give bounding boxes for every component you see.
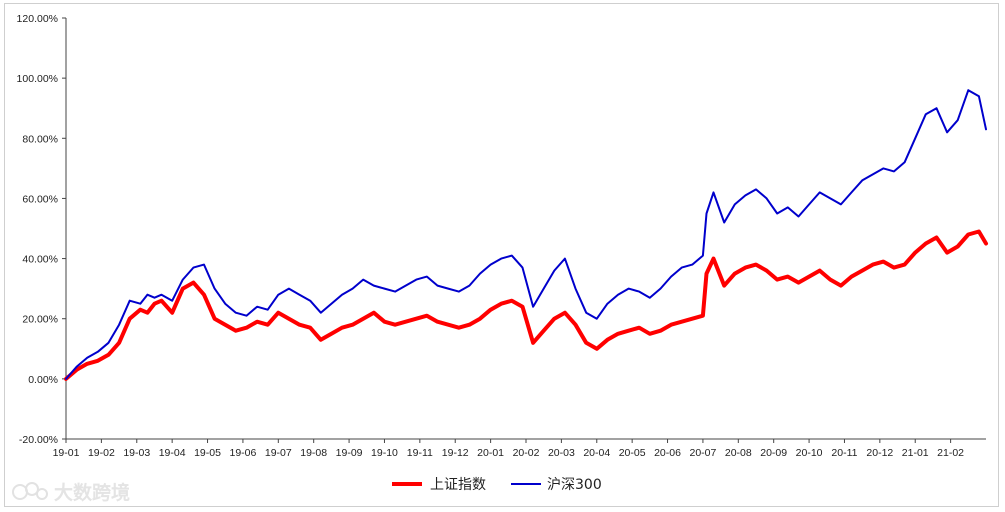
x-tick-label: 19-09 (336, 447, 363, 459)
x-tick-label: 21-01 (902, 447, 929, 459)
x-tick-label: 19-01 (53, 447, 80, 459)
x-tick-label: 19-08 (300, 447, 327, 459)
y-tick-label: 0.00% (28, 374, 58, 386)
x-tick-label: 19-10 (371, 447, 398, 459)
x-tick-label: 20-06 (654, 447, 681, 459)
x-tick-label: 20-01 (477, 447, 504, 459)
series-lines (64, 89, 988, 381)
x-tick-label: 21-02 (937, 447, 964, 459)
x-tick-label: 20-10 (796, 447, 823, 459)
x-tick-label: 20-02 (513, 447, 540, 459)
x-tick-label: 20-05 (619, 447, 646, 459)
y-tick-label: -20.00% (19, 434, 58, 446)
watermark-text: 大数跨境 (54, 481, 130, 504)
y-tick-label: 40.00% (22, 254, 58, 266)
legend: 上证指数 沪深300 (392, 477, 602, 493)
x-tick-label: 19-02 (88, 447, 115, 459)
x-tick-label: 19-12 (442, 447, 469, 459)
x-tick-label: 20-07 (689, 447, 716, 459)
series-line-shanghai (64, 229, 988, 381)
x-tick-label: 19-03 (123, 447, 150, 459)
y-tick-label: 80.00% (22, 133, 58, 145)
x-tick-label: 20-04 (583, 447, 610, 459)
y-tick-label: 60.00% (22, 193, 58, 205)
x-tick-label: 19-06 (229, 447, 256, 459)
x-tick-label: 19-04 (159, 447, 186, 459)
series-line-csi300 (65, 89, 987, 380)
x-tick-label: 19-11 (407, 447, 433, 459)
x-tick-label: 20-03 (548, 447, 575, 459)
x-tick-label: 20-12 (866, 447, 893, 459)
watermark-logo: 大数跨境 (12, 481, 130, 504)
x-tick-label: 20-09 (760, 447, 787, 459)
y-tick-label: 20.00% (22, 314, 58, 326)
x-tick-label: 19-07 (265, 447, 292, 459)
chart-frame (4, 3, 999, 507)
legend-label-csi300: 沪深300 (547, 477, 602, 493)
x-axis: 19-01 19-02 19-03 19-04 19-05 19-06 19-07 19-08… (53, 438, 986, 459)
y-tick-label: 100.00% (17, 73, 58, 85)
legend-label-shanghai: 上证指数 (430, 477, 486, 493)
x-tick-label: 20-11 (831, 447, 857, 459)
y-tick-label: 120.00% (17, 13, 58, 25)
x-tick-label: 19-05 (194, 447, 221, 459)
x-tick-label: 20-08 (725, 447, 752, 459)
y-axis: -20.00% 0.00% 20.00% 40.00% 60.00% 80.00% 100.… (17, 13, 67, 446)
